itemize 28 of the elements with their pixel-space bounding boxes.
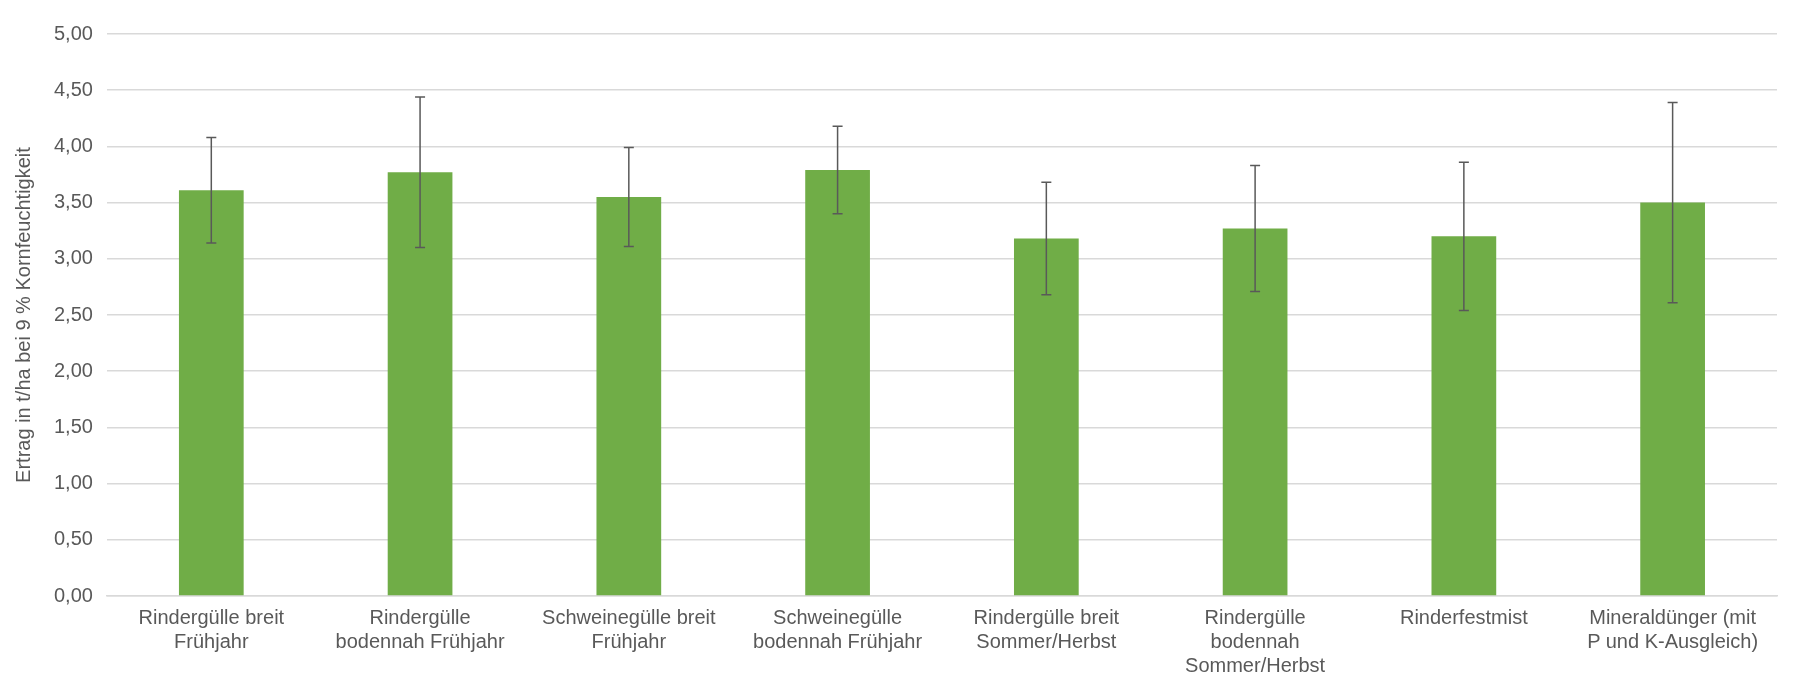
bar — [805, 170, 870, 596]
bar — [387, 172, 453, 596]
x-tick-label: Mineraldünger (mit P und K-Ausgleich) — [1587, 605, 1759, 652]
bar — [596, 196, 662, 596]
x-tick-label: Rindergülle bodennah Sommer/Herbst — [1185, 605, 1326, 676]
y-tick-label: 4,50 — [53, 77, 93, 100]
y-tick-label: 5,00 — [53, 21, 93, 44]
y-tick-label: 3,50 — [53, 190, 93, 213]
y-tick-label: 3,00 — [53, 246, 93, 269]
bar — [178, 190, 244, 596]
x-tick-label: Rindergülle breit Sommer/Herbst — [973, 605, 1120, 652]
y-tick-label: 0,50 — [53, 527, 93, 550]
y-tick-label: 1,50 — [53, 414, 93, 437]
x-tick-label: Schweinegülle bodennah Frühjahr — [753, 605, 923, 652]
y-tick-label: 2,00 — [53, 358, 93, 381]
bar — [1013, 238, 1079, 596]
x-tick-label: Schweinegülle breit Frühjahr — [542, 605, 716, 652]
x-tick-label: Rindergülle bodennah Frühjahr — [335, 605, 505, 652]
y-axis-title: Ertrag in t/ha bei 9 % Kornfeuchtigkeit — [11, 146, 34, 483]
y-tick-label: 4,00 — [53, 133, 93, 156]
bar — [1431, 236, 1497, 596]
y-tick-label: 1,00 — [53, 471, 93, 494]
y-tick-label: 0,00 — [53, 583, 93, 606]
bar — [1640, 202, 1705, 596]
bar — [1222, 228, 1288, 596]
x-tick-label: Rindergülle breit Frühjahr — [138, 605, 285, 652]
x-tick-label: Rinderfestmist — [1399, 605, 1529, 628]
y-tick-label: 2,50 — [53, 302, 93, 325]
